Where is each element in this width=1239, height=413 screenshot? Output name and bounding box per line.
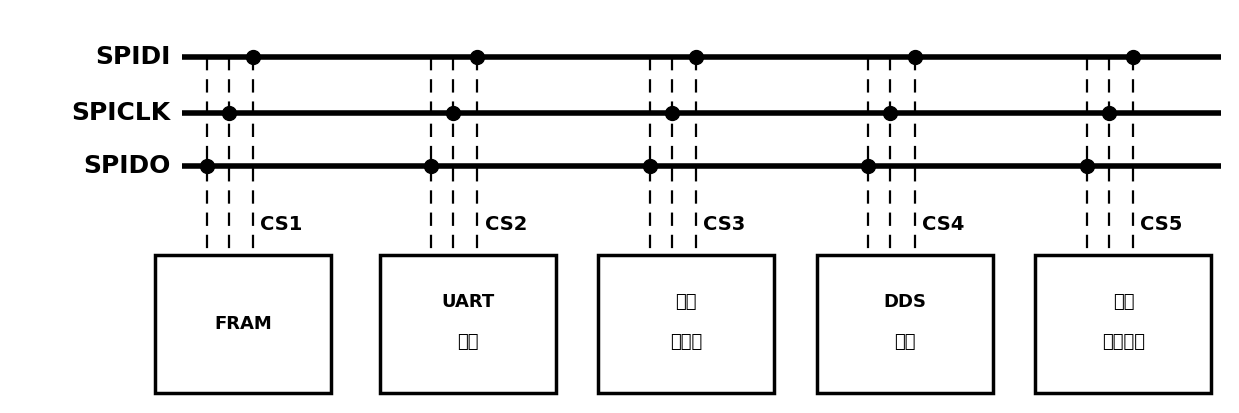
Bar [155,255,331,393]
Text: 液晶: 液晶 [675,293,698,311]
Text: CS1: CS1 [260,215,302,234]
Text: FRAM: FRAM [214,315,273,333]
Point [218,110,238,117]
Point [639,163,659,169]
Point [467,53,487,60]
Point [444,110,463,117]
Point [686,53,706,60]
Point [243,53,263,60]
Point [881,110,901,117]
Text: DDS: DDS [883,293,927,311]
Text: SPIDO: SPIDO [83,154,170,178]
Text: 输出芯片: 输出芯片 [1101,333,1145,351]
Text: 电流: 电流 [1113,293,1134,311]
Point [421,163,441,169]
Bar [379,255,556,393]
Text: CS3: CS3 [704,215,746,234]
Text: CS5: CS5 [1140,215,1183,234]
Text: SPIDI: SPIDI [95,45,170,69]
Bar [817,255,992,393]
Point [1099,110,1119,117]
Point [1077,163,1097,169]
Text: CS4: CS4 [922,215,964,234]
Text: 芯片: 芯片 [895,333,916,351]
Point [662,110,681,117]
Text: UART: UART [441,293,494,311]
Point [197,163,217,169]
Text: CS2: CS2 [484,215,527,234]
Text: 芯片: 芯片 [457,333,478,351]
Bar [598,255,774,393]
Text: 控制器: 控制器 [670,333,703,351]
Text: SPICLK: SPICLK [71,102,170,126]
Point [904,53,924,60]
Point [859,163,878,169]
Point [1124,53,1144,60]
Bar [1036,255,1212,393]
